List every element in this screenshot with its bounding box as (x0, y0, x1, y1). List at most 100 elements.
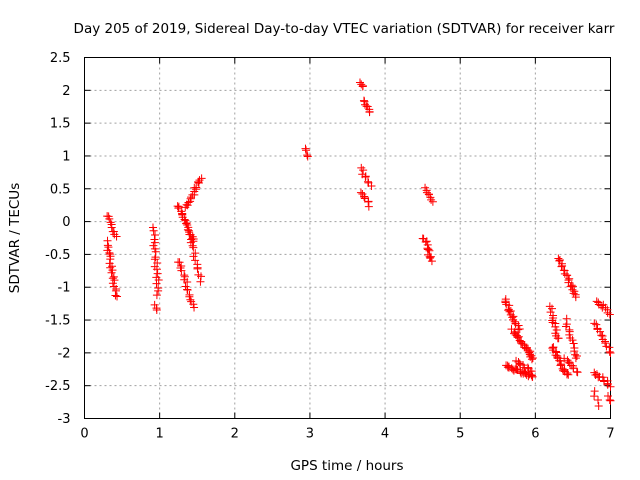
data-point (564, 370, 573, 379)
data-point (598, 373, 607, 382)
data-point (606, 396, 615, 405)
y-tick-label: -1 (58, 281, 71, 296)
data-point (105, 248, 114, 257)
x-axis-label: GPS time / hours (290, 458, 403, 474)
y-tick-label: 1.5 (50, 117, 71, 132)
grid-lines (84, 57, 611, 419)
data-point (569, 289, 578, 298)
data-point (364, 197, 373, 206)
data-point (605, 395, 614, 404)
data-point (552, 325, 561, 334)
y-tick-label: -2 (58, 346, 71, 361)
data-point (527, 355, 536, 364)
data-point (150, 300, 159, 309)
data-point (590, 392, 599, 401)
x-tick-label: 7 (606, 427, 614, 442)
data-point (111, 291, 120, 300)
y-tick-label: -2.5 (45, 379, 70, 394)
data-point (192, 183, 201, 192)
data-point (112, 232, 121, 241)
data-point (515, 324, 524, 333)
x-tick-label: 6 (531, 427, 539, 442)
data-point (189, 300, 198, 309)
axis-ticks (84, 57, 611, 419)
data-point (590, 319, 599, 328)
data-point (151, 231, 160, 240)
data-point (303, 151, 312, 160)
data-point (106, 255, 115, 264)
y-tick-label: -1.5 (45, 314, 70, 329)
data-point (592, 320, 601, 329)
data-point (567, 281, 576, 290)
data-point (194, 177, 203, 186)
data-point (367, 182, 376, 191)
y-tick-label: 0.5 (50, 182, 71, 197)
data-point (428, 197, 437, 206)
data-point (570, 347, 579, 356)
data-point (358, 82, 367, 91)
data-point (527, 367, 536, 376)
x-axis-tick-labels: 0 1 2 3 4 5 6 7 (80, 427, 614, 442)
data-point (151, 253, 160, 262)
data-point (105, 214, 114, 223)
data-point (183, 285, 192, 294)
data-point (597, 331, 606, 340)
x-tick-label: 2 (231, 427, 239, 442)
data-point (558, 261, 567, 270)
data-point (186, 230, 195, 239)
x-tick-label: 0 (80, 427, 88, 442)
data-point (104, 243, 113, 252)
data-point (152, 265, 161, 274)
data-point (364, 202, 373, 211)
y-tick-label: 0 (62, 215, 70, 230)
data-point (302, 146, 311, 155)
data-point (568, 282, 577, 291)
data-point (568, 285, 577, 294)
data-point (528, 353, 537, 362)
data-point (178, 210, 187, 219)
y-tick-label: -3 (58, 412, 71, 427)
data-point (357, 80, 366, 89)
data-point (303, 152, 312, 161)
data-point (186, 295, 195, 304)
data-point (106, 218, 115, 227)
data-point (193, 264, 202, 273)
data-point (606, 349, 615, 358)
data-point (152, 279, 161, 288)
data-point (191, 256, 200, 265)
data-point (511, 319, 520, 328)
data-point (605, 347, 614, 356)
data-point (528, 372, 537, 381)
data-point (173, 202, 182, 211)
data-point (190, 303, 199, 312)
data-point (594, 396, 603, 405)
data-point (554, 254, 563, 263)
data-point (559, 366, 568, 375)
y-tick-label: 2 (62, 84, 70, 99)
data-point (606, 382, 615, 391)
data-point (569, 364, 578, 373)
x-tick-label: 5 (456, 427, 464, 442)
data-point (561, 322, 570, 331)
data-point (197, 174, 206, 183)
data-point (604, 391, 613, 400)
data-point (512, 365, 521, 374)
data-point (109, 272, 118, 281)
data-point (573, 368, 582, 377)
data-point (548, 344, 557, 353)
data-point (594, 402, 603, 411)
data-point (603, 308, 612, 317)
y-tick-label: 2.5 (50, 51, 71, 66)
data-point (571, 350, 580, 359)
data-point (601, 339, 610, 348)
data-point (427, 257, 436, 266)
data-point (515, 359, 524, 368)
data-point (510, 317, 519, 326)
data-point (426, 252, 435, 261)
data-point (521, 344, 530, 353)
x-tick-label: 4 (381, 427, 389, 442)
data-point (189, 243, 198, 252)
data-point (196, 277, 205, 286)
data-point (422, 188, 431, 197)
